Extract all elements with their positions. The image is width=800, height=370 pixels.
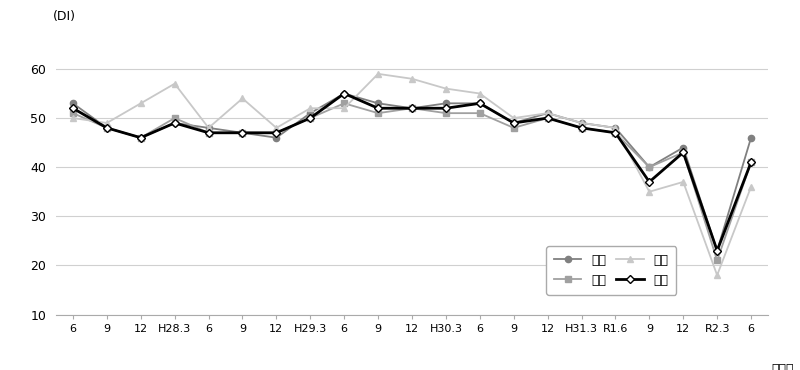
- 企業: [136, 135, 146, 140]
- 企業: [170, 116, 179, 120]
- 合計: [746, 160, 756, 165]
- 家計: [136, 135, 146, 140]
- 家計: [339, 91, 349, 96]
- 企業: [306, 116, 315, 120]
- 家計: [170, 121, 179, 125]
- 合計: [610, 131, 620, 135]
- 雇用: [610, 126, 620, 130]
- Text: (DI): (DI): [53, 10, 75, 23]
- 合計: [712, 248, 722, 253]
- 雇用: [204, 126, 214, 130]
- 雇用: [678, 180, 688, 184]
- 雇用: [68, 116, 78, 120]
- 企業: [645, 165, 654, 169]
- 家計: [543, 111, 553, 115]
- 合計: [407, 106, 417, 111]
- 家計: [475, 101, 485, 105]
- 合計: [102, 126, 112, 130]
- 雇用: [441, 86, 450, 91]
- 雇用: [374, 72, 383, 76]
- 家計: [746, 135, 756, 140]
- 雇用: [543, 111, 553, 115]
- 家計: [678, 145, 688, 150]
- 合計: [238, 131, 247, 135]
- 企業: [374, 111, 383, 115]
- 企業: [610, 131, 620, 135]
- Line: 合計: 合計: [70, 90, 754, 254]
- 合計: [271, 131, 281, 135]
- 企業: [712, 258, 722, 263]
- 家計: [271, 135, 281, 140]
- 合計: [136, 135, 146, 140]
- 雇用: [712, 273, 722, 278]
- Legend: 家計, 企業, 雇用, 合計: 家計, 企業, 雇用, 合計: [546, 246, 676, 295]
- 合計: [475, 101, 485, 105]
- 雇用: [102, 121, 112, 125]
- Text: （月）: （月）: [771, 363, 794, 370]
- 家計: [610, 126, 620, 130]
- Line: 家計: 家計: [70, 90, 754, 254]
- 家計: [68, 101, 78, 105]
- 雇用: [475, 91, 485, 96]
- 企業: [68, 111, 78, 115]
- 家計: [204, 126, 214, 130]
- 家計: [645, 165, 654, 169]
- 雇用: [238, 96, 247, 101]
- 企業: [746, 160, 756, 165]
- 合計: [441, 106, 450, 111]
- 企業: [271, 131, 281, 135]
- 家計: [712, 248, 722, 253]
- 合計: [645, 180, 654, 184]
- 雇用: [746, 185, 756, 189]
- 合計: [170, 121, 179, 125]
- 家計: [102, 126, 112, 130]
- 家計: [441, 101, 450, 105]
- 企業: [441, 111, 450, 115]
- 雇用: [136, 101, 146, 105]
- 雇用: [306, 106, 315, 111]
- 家計: [509, 121, 518, 125]
- 合計: [577, 126, 586, 130]
- 雇用: [577, 121, 586, 125]
- 企業: [678, 150, 688, 155]
- 合計: [543, 116, 553, 120]
- 企業: [407, 106, 417, 111]
- Line: 雇用: 雇用: [70, 70, 754, 279]
- 雇用: [271, 126, 281, 130]
- 家計: [306, 111, 315, 115]
- 家計: [577, 121, 586, 125]
- 合計: [306, 116, 315, 120]
- 家計: [407, 106, 417, 111]
- 家計: [238, 131, 247, 135]
- 雇用: [645, 189, 654, 194]
- 家計: [374, 101, 383, 105]
- Line: 企業: 企業: [70, 100, 754, 263]
- 企業: [204, 131, 214, 135]
- 企業: [543, 116, 553, 120]
- 雇用: [509, 116, 518, 120]
- 企業: [475, 111, 485, 115]
- 企業: [509, 126, 518, 130]
- 企業: [339, 101, 349, 105]
- 合計: [678, 150, 688, 155]
- 合計: [68, 106, 78, 111]
- 雇用: [339, 106, 349, 111]
- 雇用: [170, 81, 179, 86]
- 雇用: [407, 77, 417, 81]
- 合計: [339, 91, 349, 96]
- 企業: [102, 126, 112, 130]
- 企業: [238, 131, 247, 135]
- 合計: [204, 131, 214, 135]
- 合計: [374, 106, 383, 111]
- 企業: [577, 126, 586, 130]
- 合計: [509, 121, 518, 125]
